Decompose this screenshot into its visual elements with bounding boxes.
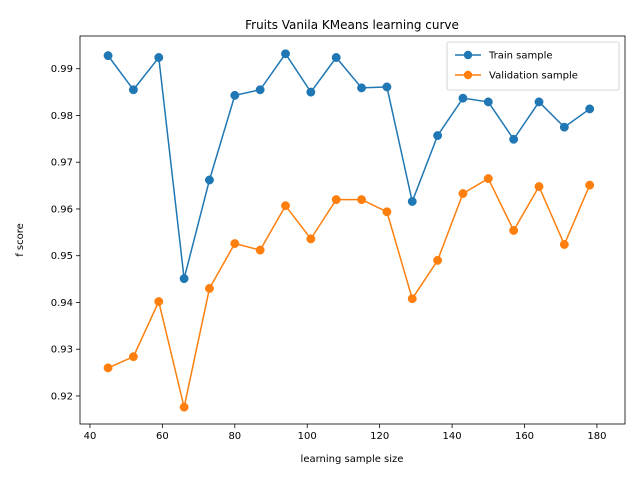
data-point [255,85,265,95]
data-point [103,363,113,373]
y-tick-label: 0.95 [51,251,73,262]
data-point [281,49,290,59]
legend-marker [463,50,473,60]
x-tick-label: 120 [370,431,389,442]
data-point [179,402,189,412]
legend-label: Validation sample [489,71,578,82]
data-point [255,245,265,255]
data-point [483,97,493,107]
x-tick-label: 60 [156,431,169,442]
legend-box [446,41,620,91]
data-point [179,274,189,284]
x-tick-label: 40 [84,431,97,442]
legend-marker [463,70,473,80]
data-point [230,239,240,249]
data-point [585,104,595,114]
data-point [382,82,392,92]
data-point [128,85,138,95]
data-point [433,131,443,141]
data-point [205,175,214,185]
data-point [483,174,493,184]
axes-frame [79,35,626,425]
y-tick-label: 0.98 [51,111,73,122]
data-point [458,189,468,198]
data-point [458,93,468,103]
data-point [205,283,214,293]
data-point [154,53,164,62]
data-point [509,226,519,235]
chart-title: Fruits Vanila KMeans learning curve [245,18,459,32]
series-line-0 [107,52,591,279]
data-point [509,134,519,144]
data-point [534,182,544,191]
data-point [331,195,341,205]
legend-label: Train sample [488,51,553,62]
data-point [433,255,443,265]
x-tick-label: 140 [443,431,462,442]
data-point [559,240,569,249]
data-point [357,195,367,205]
data-point [382,207,392,217]
data-point [407,294,417,304]
data-point [534,97,544,107]
y-tick-label: 0.93 [51,345,73,356]
data-point [585,180,595,190]
data-point [103,51,113,61]
x-tick-label: 180 [587,431,606,442]
y-axis-label: f score [15,223,26,257]
data-point [154,297,164,306]
data-point [230,90,240,100]
y-tick-label: 0.92 [51,391,73,402]
data-point [331,53,341,62]
data-point [281,201,290,211]
data-point [306,234,316,244]
series-line-1 [107,177,591,408]
x-tick-label: 160 [515,431,534,442]
y-tick-label: 0.96 [51,204,73,215]
x-axis-label: learning sample size [301,454,404,465]
y-tick-label: 0.99 [51,64,73,75]
data-point [357,83,367,93]
data-point [306,87,316,97]
data-point [559,122,569,132]
y-tick-label: 0.97 [51,158,73,169]
y-tick-label: 0.94 [51,298,73,309]
plot-area: 40 60 80 100 120 140 160 180 0.92 0.93 0.94 0.95 0.9… [51,35,626,442]
data-point [128,352,138,362]
data-point [407,197,417,206]
x-tick-label: 100 [298,431,317,442]
x-tick-label: 80 [228,431,241,442]
